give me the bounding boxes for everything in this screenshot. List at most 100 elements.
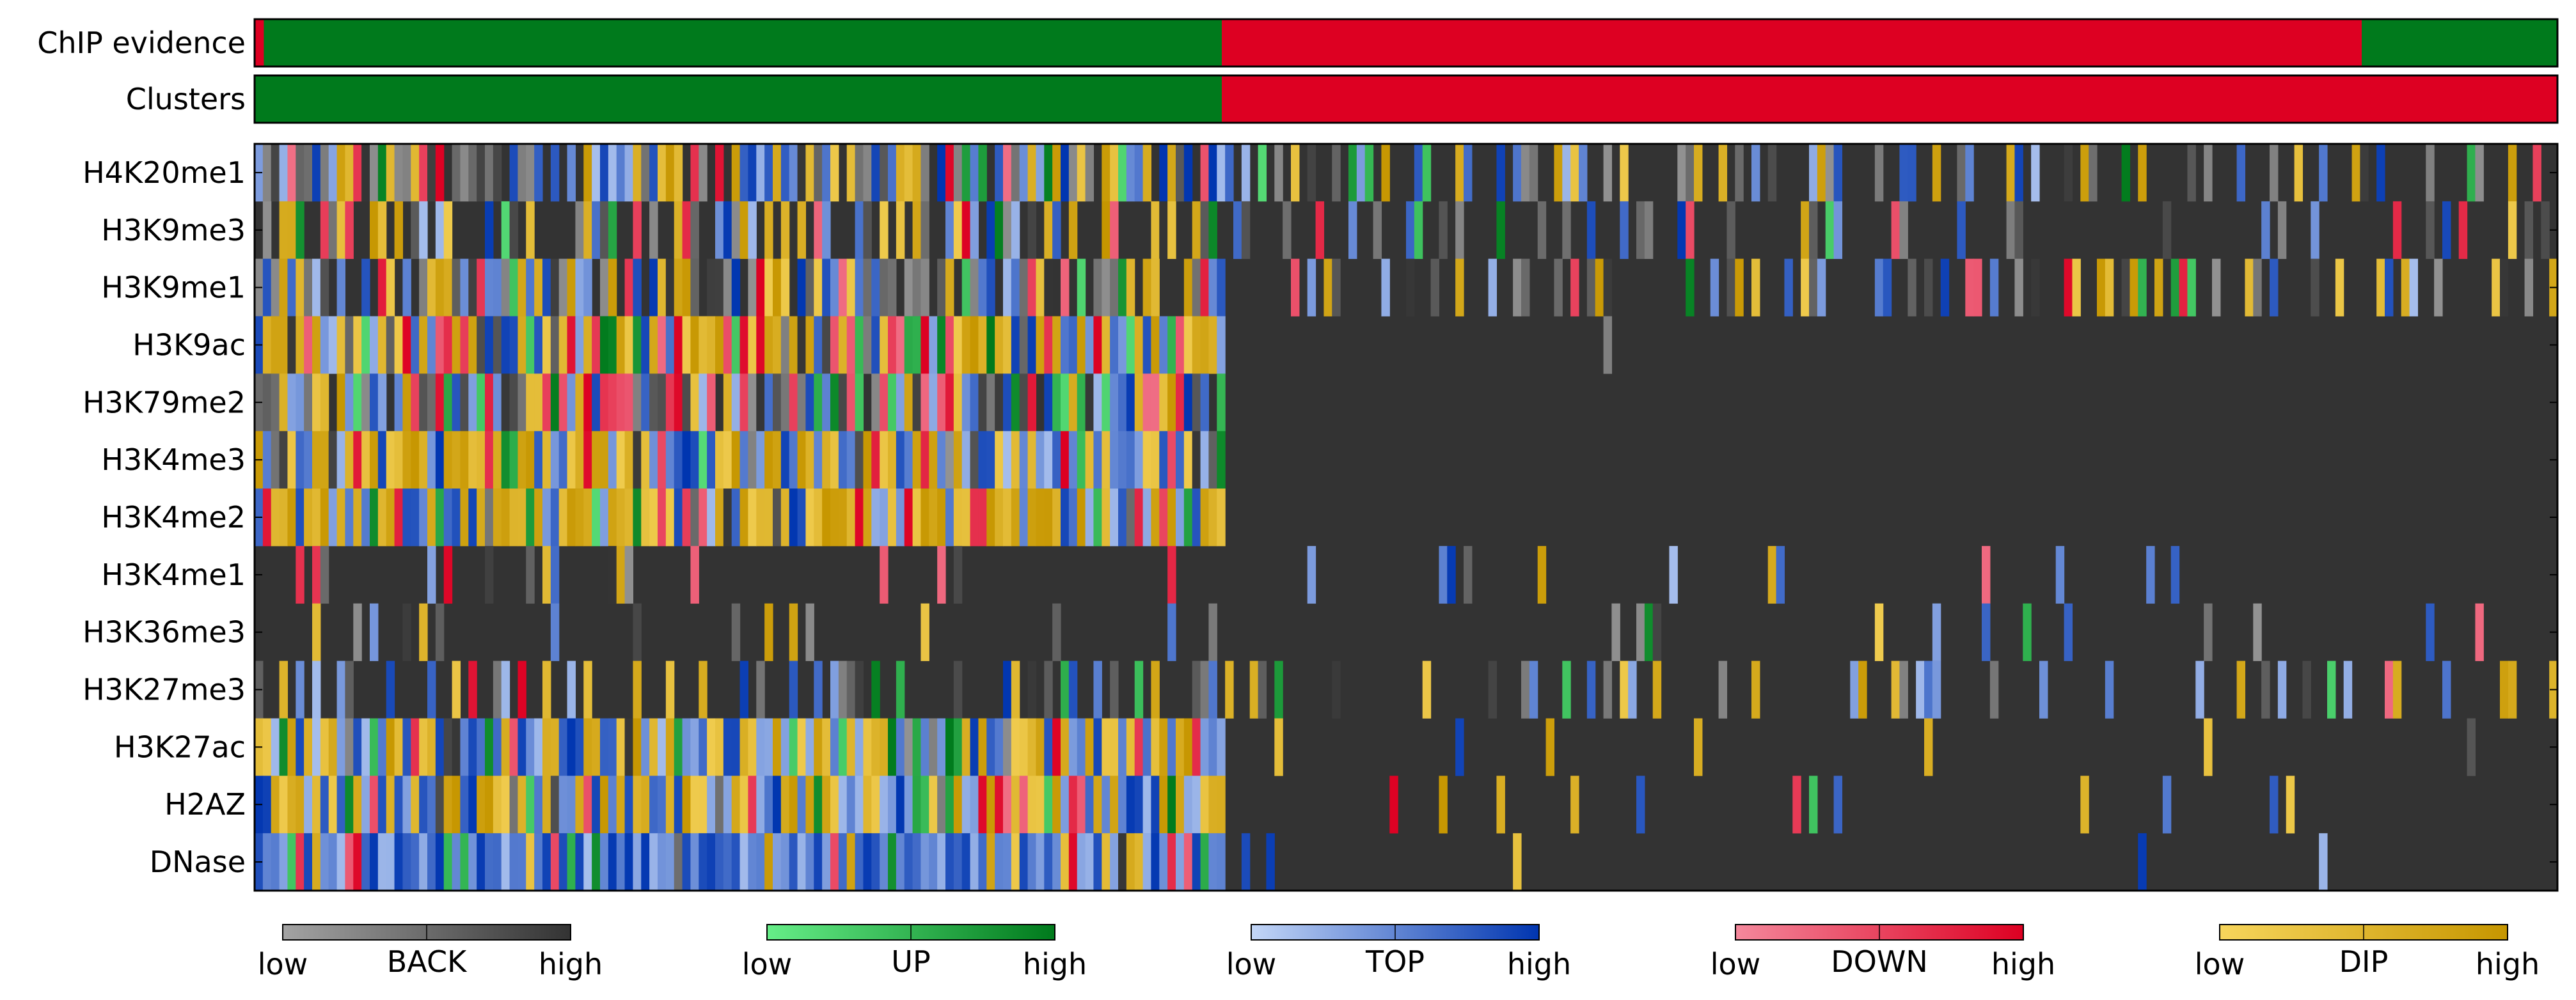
heatmap-cell: [797, 201, 807, 259]
heatmap-cell: [402, 488, 411, 547]
heatmap-cell: [435, 373, 445, 432]
heatmap-cell: [1332, 660, 1341, 719]
heatmap-cell: [1208, 488, 1217, 547]
heatmap-cell: [641, 718, 650, 776]
heatmap-cell: [1957, 144, 1966, 202]
heatmap-cell: [641, 488, 650, 547]
heatmap-cell: [550, 833, 560, 891]
heatmap-cell: [1208, 201, 1217, 259]
heatmap-cell: [567, 776, 576, 834]
heatmap-cell: [2277, 660, 2287, 719]
heatmap-cell: [986, 201, 995, 259]
heatmap-cell: [526, 144, 535, 202]
heatmap-cell: [1579, 144, 1588, 202]
heatmap-cell: [394, 776, 404, 834]
heatmap-cell: [460, 718, 469, 776]
heatmap-cell: [855, 258, 864, 316]
heatmap-cell: [805, 258, 814, 316]
heatmap-cell: [542, 545, 551, 604]
heatmap-cell: [921, 373, 929, 432]
heatmap-cell: [419, 201, 428, 259]
heatmap-cell: [435, 431, 445, 489]
heatmap-cell: [953, 373, 963, 432]
heatmap-cell: [575, 316, 584, 374]
heatmap-cell: [641, 776, 650, 834]
legend-low-label: low: [258, 947, 308, 981]
heatmap-cell: [846, 373, 856, 432]
heatmap-cell: [279, 144, 288, 202]
heatmap-cell: [336, 660, 346, 719]
heatmap-cell: [279, 201, 288, 259]
heatmap-cell: [1159, 373, 1168, 432]
heatmap-cell: [1126, 144, 1135, 202]
heatmap-cell: [1142, 776, 1152, 834]
heatmap-cell: [616, 545, 626, 604]
heatmap-cell: [1414, 201, 1423, 259]
heatmap-cell: [1027, 316, 1037, 374]
heatmap-cell: [353, 431, 362, 489]
heatmap-cell: [493, 718, 502, 776]
heatmap-cell: [1118, 431, 1127, 489]
heatmap-cell: [1044, 258, 1053, 316]
heatmap-cell: [328, 488, 338, 547]
heatmap-cell: [279, 660, 288, 719]
heatmap-cell: [1283, 201, 1292, 259]
heatmap-cell: [978, 833, 987, 891]
heatmap-cell: [945, 258, 954, 316]
heatmap-cell: [896, 373, 905, 432]
heatmap-cell: [1192, 833, 1201, 891]
heatmap-cell: [1061, 258, 1070, 316]
heatmap-cell: [641, 431, 650, 489]
heatmap-cell: [304, 316, 313, 374]
heatmap-cell: [723, 201, 732, 259]
heatmap-cell: [731, 833, 741, 891]
heatmap-cell: [846, 660, 856, 719]
heatmap-cell: [296, 144, 304, 202]
heatmap-cell: [880, 144, 889, 202]
heatmap-cell: [888, 373, 897, 432]
heatmap-cell: [1200, 660, 1210, 719]
heatmap-cell: [435, 488, 445, 547]
heatmap-cell: [748, 776, 757, 834]
heatmap-cell: [731, 776, 741, 834]
heatmap-cell: [2508, 201, 2517, 259]
row-label: H3K36me3: [83, 615, 246, 650]
heatmap-cell: [394, 488, 404, 547]
heatmap-cell: [764, 258, 773, 316]
heatmap-cell: [888, 316, 897, 374]
heatmap-cell: [1102, 776, 1110, 834]
heatmap-cell: [1455, 201, 1464, 259]
heatmap-cell: [320, 545, 329, 604]
heatmap-cell: [1061, 431, 1070, 489]
heatmap-cell: [345, 144, 354, 202]
heatmap-cell: [592, 373, 601, 432]
heatmap-cell: [2508, 144, 2517, 202]
heatmap-cell: [1899, 144, 1908, 202]
heatmap-cell: [912, 373, 922, 432]
heatmap-cell: [896, 316, 905, 374]
heatmap-cell: [830, 718, 839, 776]
heatmap-cell: [871, 776, 880, 834]
heatmap-cell: [1134, 144, 1144, 202]
heatmap-cell: [2392, 201, 2402, 259]
heatmap-cell: [2014, 258, 2023, 316]
legend-high-label: high: [1023, 947, 1087, 981]
heatmap-cell: [953, 545, 963, 604]
heatmap-cell: [633, 431, 642, 489]
heatmap-cell: [558, 776, 568, 834]
heatmap-cell: [526, 833, 535, 891]
heatmap-cell: [764, 488, 773, 547]
heatmap-cell: [921, 144, 929, 202]
heatmap-cell: [2089, 144, 2098, 202]
row-label: H3K27me3: [83, 673, 246, 707]
heatmap-cell: [937, 258, 946, 316]
heatmap-cell: [427, 545, 436, 604]
heatmap-cell: [1439, 776, 1448, 834]
heatmap-cell: [624, 258, 634, 316]
heatmap-cell: [1636, 776, 1645, 834]
heatmap-cell: [460, 316, 469, 374]
heatmap-cell: [2492, 258, 2501, 316]
heatmap-cell: [2105, 660, 2114, 719]
heatmap-cell: [1077, 258, 1086, 316]
